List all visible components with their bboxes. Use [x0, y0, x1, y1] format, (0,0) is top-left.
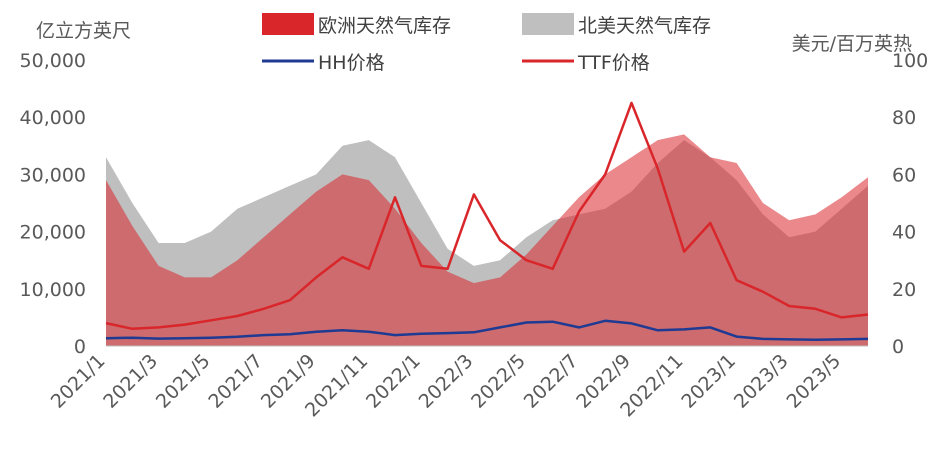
legend: 欧洲天然气库存 北美天然气库存 HH价格 TTF价格	[262, 13, 711, 74]
right-tick-label: 20	[892, 279, 916, 301]
right-tick-label: 0	[892, 336, 904, 358]
line-ttf-price	[105, 101, 869, 331]
left-tick-label: 30,000	[20, 164, 86, 186]
left-tick-label: 10,000	[20, 279, 86, 301]
x-tick-label: 2022/7	[520, 350, 583, 413]
x-axis-ticks: 2021/12021/32021/52021/72021/92021/11202…	[47, 350, 846, 421]
legend-label-ttf: TTF价格	[577, 52, 650, 74]
right-tick-label: 100	[892, 50, 928, 72]
x-tick-label: 2021/7	[204, 350, 267, 413]
left-axis-ticks: 0 10,000 20,000 30,000 40,000 50,000	[20, 50, 86, 358]
x-tick-label: 2021/5	[152, 350, 215, 413]
legend-label-eu: 欧洲天然气库存	[318, 15, 451, 37]
x-tick-label: 2023/1	[677, 350, 740, 413]
plot-lines	[105, 101, 869, 341]
x-tick-label: 2023/5	[782, 350, 845, 413]
x-tick-label: 2021/1	[47, 350, 110, 413]
x-tick-label: 2022/5	[467, 350, 530, 413]
legend-swatch-eu	[262, 13, 314, 35]
x-tick-label: 2022/3	[415, 350, 478, 413]
right-tick-label: 40	[892, 222, 916, 244]
right-tick-label: 80	[892, 107, 916, 129]
right-axis-label: 美元/百万英热	[792, 33, 912, 55]
left-tick-label: 50,000	[20, 50, 86, 72]
left-tick-label: 40,000	[20, 107, 86, 129]
legend-label-na: 北美天然气库存	[578, 15, 711, 37]
legend-swatch-na	[522, 13, 574, 35]
line-hh-price	[105, 319, 869, 341]
right-tick-label: 60	[892, 164, 916, 186]
legend-label-hh: HH价格	[318, 52, 385, 74]
plot-areas	[106, 134, 868, 346]
x-tick-label: 2021/3	[99, 350, 162, 413]
right-axis-ticks: 0 20 40 60 80 100	[892, 50, 928, 358]
left-axis-label: 亿立方英尺	[36, 20, 131, 42]
left-tick-label: 20,000	[20, 222, 86, 244]
x-tick-label: 2022/1	[362, 350, 425, 413]
x-tick-label: 2023/3	[730, 350, 793, 413]
left-tick-label: 0	[74, 336, 86, 358]
